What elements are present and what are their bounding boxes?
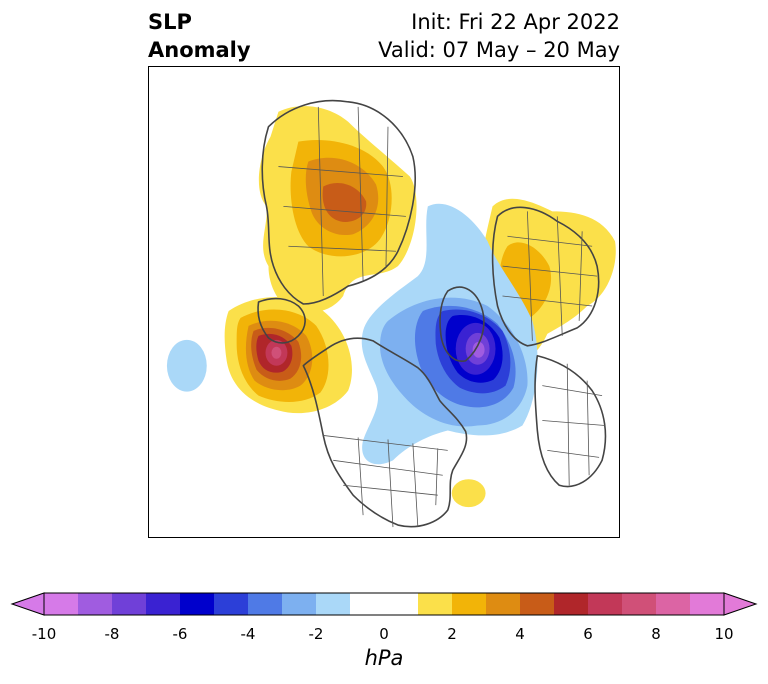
coastlines bbox=[257, 99, 607, 528]
colorbar-over-arrow bbox=[723, 592, 758, 616]
colorbar-tick-label: -8 bbox=[104, 625, 120, 643]
colorbar-bins bbox=[44, 593, 725, 615]
colorbar-tick-label: 0 bbox=[379, 625, 389, 643]
colorbar-bin bbox=[520, 593, 555, 615]
colorbar bbox=[10, 592, 758, 616]
contour-7hpa bbox=[271, 346, 282, 359]
title-variable: SLP bbox=[148, 10, 192, 34]
colorbar-frame bbox=[43, 592, 725, 616]
colorbar-bin bbox=[214, 593, 249, 615]
colorbar-bin bbox=[554, 593, 589, 615]
anomaly-map bbox=[148, 66, 620, 538]
colorbar-tick-label: 6 bbox=[583, 625, 593, 643]
colorbar-bin bbox=[112, 593, 147, 615]
border-lines-asia bbox=[278, 106, 406, 297]
colorbar-bin bbox=[282, 593, 317, 615]
colorbar-tick-label: -2 bbox=[308, 625, 324, 643]
border-lines-north-america bbox=[323, 435, 448, 528]
colorbar-under-arrow bbox=[10, 592, 45, 616]
colorbar-bin bbox=[486, 593, 521, 615]
coastline-asia bbox=[261, 99, 416, 305]
colorbar-bin bbox=[316, 593, 351, 615]
title-left: SLP Anomaly bbox=[148, 8, 251, 64]
colorbar-tick-label: 8 bbox=[651, 625, 661, 643]
colorbar-bin bbox=[78, 593, 113, 615]
coastline-greenland bbox=[439, 286, 485, 362]
colorbar-bin bbox=[180, 593, 215, 615]
colorbar-bin bbox=[418, 593, 453, 615]
colorbar-bin bbox=[44, 593, 79, 615]
colorbar-tick-label: 2 bbox=[447, 625, 457, 643]
pacific-high-contours bbox=[224, 297, 352, 414]
atlantic-low-contours bbox=[361, 203, 538, 465]
coastline-north-america bbox=[302, 337, 468, 528]
colorbar-bin bbox=[248, 593, 283, 615]
border-lines-africa bbox=[542, 363, 606, 486]
coastline-africa bbox=[534, 354, 607, 488]
contour-8hpa bbox=[472, 341, 485, 358]
colorbar-tick-label: 4 bbox=[515, 625, 525, 643]
colorbar-bin bbox=[690, 593, 725, 615]
colorbar-bin bbox=[656, 593, 691, 615]
valid-range: Valid: 07 May – 20 May bbox=[378, 38, 620, 62]
colorbar-bin bbox=[350, 593, 419, 615]
colorbar-unit: hPa bbox=[364, 646, 404, 670]
coastline-alaska bbox=[257, 297, 306, 344]
colorbar-bin bbox=[622, 593, 657, 615]
title-right: Init: Fri 22 Apr 2022 Valid: 07 May – 20… bbox=[378, 8, 620, 64]
colorbar-bin bbox=[146, 593, 181, 615]
pacific-low-patch bbox=[166, 339, 207, 392]
atlantic-high-patch bbox=[451, 479, 486, 508]
colorbar-bin bbox=[452, 593, 487, 615]
colorbar-tick-label: -6 bbox=[172, 625, 188, 643]
colorbar-tick-label: -10 bbox=[31, 625, 57, 643]
colorbar-tick-label: -4 bbox=[240, 625, 256, 643]
init-date: Init: Fri 22 Apr 2022 bbox=[411, 10, 620, 34]
political-borders bbox=[278, 106, 606, 528]
title-type: Anomaly bbox=[148, 38, 251, 62]
border-lines-europe bbox=[502, 211, 598, 341]
colorbar-tick-label: 10 bbox=[714, 625, 734, 643]
colorbar-bin bbox=[588, 593, 623, 615]
